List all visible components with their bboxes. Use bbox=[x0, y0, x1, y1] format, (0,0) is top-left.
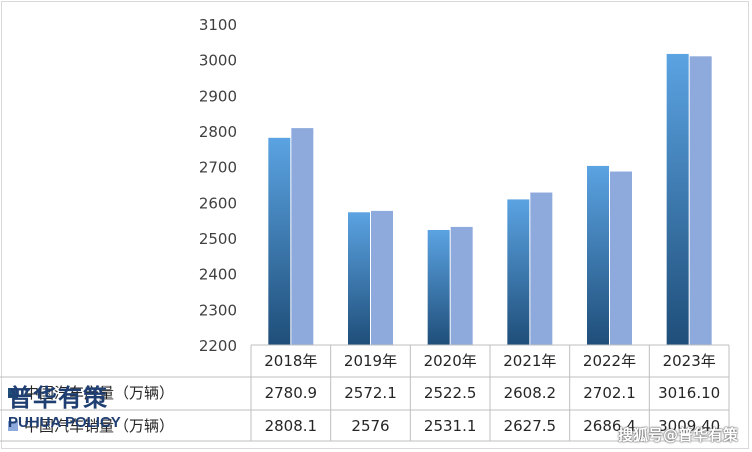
category-label: 2020年 bbox=[424, 352, 477, 370]
data-label: 2808.1 bbox=[265, 417, 318, 435]
data-label: 2572.1 bbox=[344, 384, 397, 402]
data-label: 2780.9 bbox=[265, 384, 318, 402]
y-tick-label: 2300 bbox=[199, 301, 237, 319]
y-tick-label: 2600 bbox=[199, 194, 237, 212]
bar bbox=[268, 137, 291, 345]
bar bbox=[371, 210, 393, 345]
data-label: 2702.1 bbox=[583, 384, 636, 402]
bar bbox=[450, 226, 473, 345]
bar bbox=[507, 199, 530, 345]
y-tick-label: 3100 bbox=[199, 16, 237, 34]
y-tick-label: 2200 bbox=[199, 337, 237, 355]
series-name: 中国汽车销量（万辆） bbox=[24, 417, 174, 435]
series-name: 中国汽车产量（万辆） bbox=[24, 384, 174, 402]
y-axis: 2200 2300 2400 2500 2600 2700 2800 2900 3000 3100 bbox=[199, 16, 237, 355]
sohu-watermark: 搜狐号@普华有策 bbox=[617, 426, 738, 444]
puhua-logo: 普华有策 bbox=[8, 384, 108, 412]
data-label: 3009.40 bbox=[658, 417, 720, 435]
y-tick-label: 2900 bbox=[199, 87, 237, 105]
y-tick-label: 3000 bbox=[199, 52, 237, 70]
data-label: 2576 bbox=[351, 417, 389, 435]
y-tick-label: 2800 bbox=[199, 123, 237, 141]
data-label: 2531.1 bbox=[424, 417, 477, 435]
bar bbox=[610, 171, 632, 345]
category-label: 2022年 bbox=[583, 352, 636, 370]
bar bbox=[689, 56, 712, 346]
bars bbox=[268, 53, 712, 346]
bar bbox=[291, 128, 314, 345]
y-tick-label: 2700 bbox=[199, 159, 237, 177]
data-label: 2522.5 bbox=[424, 384, 477, 402]
data-label: 2627.5 bbox=[504, 417, 557, 435]
data-label: 3016.10 bbox=[658, 384, 720, 402]
bar bbox=[427, 229, 450, 345]
category-label: 2019年 bbox=[344, 352, 397, 370]
y-tick-label: 2400 bbox=[199, 266, 237, 284]
bar bbox=[666, 53, 689, 346]
bar bbox=[530, 192, 553, 345]
puhua-logo-english: PUHUA POLICY bbox=[8, 414, 121, 431]
bar bbox=[587, 165, 609, 345]
category-label: 2023年 bbox=[663, 352, 716, 370]
category-label: 2021年 bbox=[503, 352, 556, 370]
data-label: 2686.4 bbox=[583, 417, 636, 435]
legend-swatch bbox=[8, 388, 18, 398]
bar bbox=[348, 212, 370, 345]
data-label: 2608.2 bbox=[504, 384, 557, 402]
legend-swatch bbox=[8, 421, 18, 431]
data-table: 2018年 2019年 2020年 2021年 2022年 2023年中国汽车产量（万辆）… bbox=[0, 344, 730, 442]
y-tick-label: 2500 bbox=[199, 230, 237, 248]
category-label: 2018年 bbox=[264, 352, 317, 370]
